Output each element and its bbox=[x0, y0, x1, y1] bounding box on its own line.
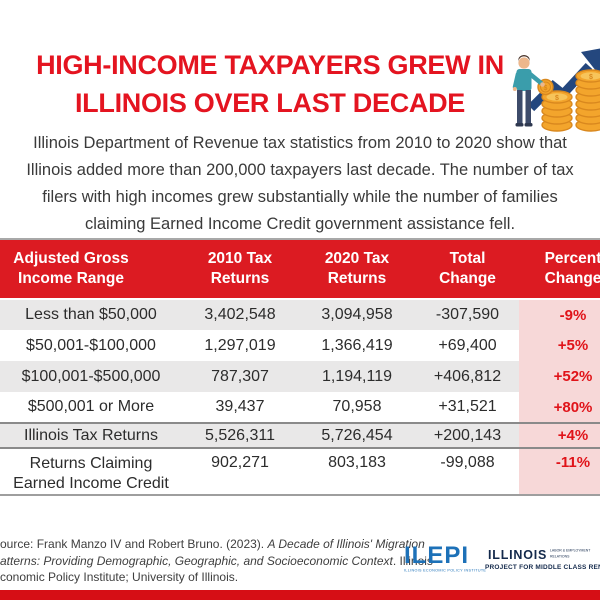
cell-2010: 787,307 bbox=[182, 361, 298, 392]
cell-2020: 5,726,454 bbox=[298, 422, 416, 449]
cell-range: Less than $50,000 bbox=[0, 299, 182, 330]
svg-text:$: $ bbox=[555, 95, 559, 102]
col-header-percent-change: Percent Change bbox=[519, 239, 600, 300]
cell-total: +200,143 bbox=[416, 422, 519, 449]
cell-total: +69,400 bbox=[416, 330, 519, 361]
intro-line-1: Illinois Department of Revenue tax stati… bbox=[33, 134, 567, 152]
table-row: $50,001-$100,000 1,297,019 1,366,419 +69… bbox=[0, 330, 600, 361]
cell-2010: 5,526,311 bbox=[182, 422, 298, 449]
col-header-2020-returns: 2020 Tax Returns bbox=[298, 239, 416, 300]
ilepi-logo: ILEPI ILLINOIS ECONOMIC POLICY INSTITUTE bbox=[404, 542, 487, 575]
cell-2020: 1,194,119 bbox=[298, 361, 416, 392]
table-row: Less than $50,000 3,402,548 3,094,958 -3… bbox=[0, 299, 600, 330]
title-line-2: ILLINOIS OVER LAST DECADE bbox=[74, 88, 466, 118]
cell-range: $500,001 or More bbox=[0, 392, 182, 423]
cell-percent: +4% bbox=[519, 422, 600, 449]
cell-range: Illinois Tax Returns bbox=[0, 422, 182, 449]
intro-line-4: claiming Earned Income Credit government… bbox=[84, 215, 516, 233]
source-line-3: Economic Policy Institute; University of… bbox=[0, 570, 239, 584]
cell-range: $50,001-$100,000 bbox=[0, 330, 182, 361]
source-line-2: Patterns: Providing Demographic, Geograp… bbox=[0, 553, 433, 568]
intro-line-2: Illinois added more than 200,000 taxpaye… bbox=[26, 161, 574, 179]
cell-range: $100,001-$500,000 bbox=[0, 361, 182, 392]
svg-text:$: $ bbox=[589, 74, 593, 81]
cell-2010: 1,297,019 bbox=[182, 330, 298, 361]
cell-percent: +52% bbox=[519, 361, 600, 392]
table-row-eic: Returns Claiming Earned Income Credit 90… bbox=[0, 448, 600, 496]
cell-2020: 1,366,419 bbox=[298, 330, 416, 361]
col-header-2010-returns: 2010 Tax Returns bbox=[182, 239, 298, 300]
cell-total: -307,590 bbox=[416, 299, 519, 330]
coin-stack-icon: $ bbox=[541, 90, 573, 132]
title-line-1: HIGH-INCOME TAXPAYERS GREW IN bbox=[36, 50, 504, 80]
cell-2020: 70,958 bbox=[298, 392, 416, 423]
table-row: $100,001-$500,000 787,307 1,194,119 +406… bbox=[0, 361, 600, 392]
footer-accent-bar bbox=[0, 590, 600, 600]
intro-paragraph: Illinois Department of Revenue tax stati… bbox=[0, 130, 600, 238]
cell-2010: 902,271 bbox=[182, 448, 298, 496]
cell-2010: 39,437 bbox=[182, 392, 298, 423]
ilepi-wordmark: ILEPI bbox=[404, 542, 470, 569]
cell-total: -99,088 bbox=[416, 448, 519, 496]
table-header-row: Adjusted Gross Income Range 2010 Tax Ret… bbox=[0, 239, 600, 300]
cell-percent: -9% bbox=[519, 299, 600, 330]
cell-percent: +80% bbox=[519, 392, 600, 423]
illinois-logo: ILLINOIS LABOR & EMPLOYMENT RELATIONS PR… bbox=[485, 548, 600, 572]
table-row: $500,001 or More 39,437 70,958 +31,521 +… bbox=[0, 392, 600, 423]
intro-line-3: filers with high incomes grew substantia… bbox=[42, 188, 558, 206]
col-header-agi-range: Adjusted Gross Income Range bbox=[0, 239, 182, 300]
person-illustration bbox=[512, 55, 545, 127]
cell-percent: +5% bbox=[519, 330, 600, 361]
source-citation: Source: Frank Manzo IV and Robert Bruno.… bbox=[0, 536, 433, 586]
page-title: HIGH-INCOME TAXPAYERS GREW IN ILLINOIS O… bbox=[0, 46, 540, 122]
tax-returns-table: Adjusted Gross Income Range 2010 Tax Ret… bbox=[0, 238, 600, 496]
source-line-1: Source: Frank Manzo IV and Robert Bruno.… bbox=[0, 537, 425, 551]
project-middle-class-renewal-text: PROJECT FOR MIDDLE CLASS RENEWAL bbox=[485, 564, 600, 571]
ilepi-tagline: ILLINOIS ECONOMIC POLICY INSTITUTE bbox=[404, 569, 487, 573]
cell-total: +31,521 bbox=[416, 392, 519, 423]
labor-relations-text: LABOR & EMPLOYMENT RELATIONS bbox=[550, 549, 591, 559]
cell-2020: 3,094,958 bbox=[298, 299, 416, 330]
illinois-wordmark: ILLINOIS bbox=[488, 548, 548, 562]
cell-total: +406,812 bbox=[416, 361, 519, 392]
cell-2020: 803,183 bbox=[298, 448, 416, 496]
table-row-totals: Illinois Tax Returns 5,526,311 5,726,454… bbox=[0, 422, 600, 449]
col-header-total-change: Total Change bbox=[416, 239, 519, 300]
coin-stack-icon: $ bbox=[575, 69, 600, 132]
cell-2010: 3,402,548 bbox=[182, 299, 298, 330]
cell-range: Returns Claiming Earned Income Credit bbox=[0, 448, 182, 496]
svg-text:$: $ bbox=[544, 85, 548, 92]
growth-illustration: $ $ $ bbox=[512, 48, 600, 132]
cell-percent: -11% bbox=[519, 448, 600, 496]
